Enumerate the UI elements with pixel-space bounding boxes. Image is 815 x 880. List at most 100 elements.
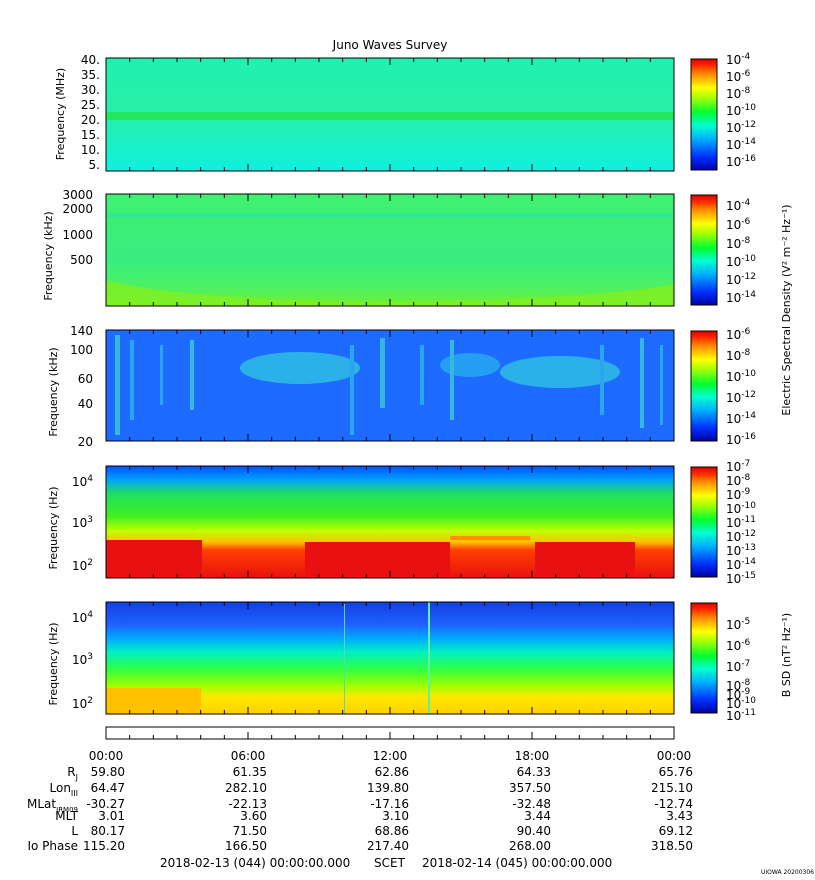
- footer-tag: UIOWA 20200306: [761, 869, 814, 876]
- ephemeris-label: MLT: [55, 809, 78, 823]
- colorbar-label-electric: Electric Spectral Density (V² m⁻² Hz⁻¹): [780, 204, 793, 415]
- colorbar-tick: 10-10: [726, 254, 756, 269]
- panel-1: Frequency (MHz) 40. 35. 30. 25. 20. 15. …: [54, 52, 756, 172]
- panel-1-xticks: [105, 58, 675, 171]
- ephemeris-value: 139.80: [367, 781, 409, 795]
- ephemeris-value: -22.13: [228, 797, 267, 811]
- ephemeris-value: 166.50: [225, 839, 267, 853]
- panel-3-ylabel: Frequency (kHz): [47, 347, 60, 436]
- panel-1-yticks: 40. 35. 30. 25. 20. 15. 10. 5.: [81, 53, 100, 172]
- colorbar-tick: 10-10: [726, 369, 756, 384]
- panel-4-mid-block: [450, 536, 530, 540]
- panel-4-high-intensity-block: [535, 542, 635, 576]
- panel-3-colorbar: [690, 330, 718, 442]
- panel-1-colorbar: [690, 58, 718, 171]
- time-label: 00:00: [89, 749, 124, 763]
- time-label: 00:00: [657, 749, 692, 763]
- panel-5-colorbar-ticks: 10-5 10-6 10-7 10-8 10-9 10-10 10-11: [726, 617, 756, 723]
- ephemeris-label: Io Phase: [27, 839, 78, 853]
- colorbar-tick: 10-11: [726, 708, 756, 723]
- panel-2-yticks: 3000 2000 1000 500: [62, 188, 93, 267]
- colorbar-tick: 10-6: [726, 69, 751, 84]
- panel-2-spectrogram: [106, 194, 674, 306]
- ephemeris-value: 3.01: [98, 809, 125, 823]
- panel-3-ytick: 140: [70, 324, 93, 338]
- time-axis-ticks: [105, 732, 675, 739]
- panel-2-xticks: [105, 194, 675, 306]
- panel-1-ytick: 20.: [81, 113, 100, 127]
- panel-4-xticks: [105, 466, 675, 578]
- panel-1-ytick: 15.: [81, 128, 100, 142]
- ephemeris-value: 217.40: [367, 839, 409, 853]
- colorbar-tick: 10-12: [726, 272, 756, 287]
- ephemeris-value: 3.10: [382, 809, 409, 823]
- colorbar-tick: 10-8: [726, 236, 751, 251]
- ephemeris-value: 357.50: [509, 781, 551, 795]
- ephemeris-label: RJ: [67, 765, 78, 782]
- colorbar-tick: 10-4: [726, 52, 751, 67]
- ephemeris-value: -17.16: [370, 797, 409, 811]
- ephemeris-label: LonIII: [50, 781, 79, 798]
- panel-2-colorbar: [690, 194, 718, 306]
- ephemeris-value: 64.33: [517, 765, 551, 779]
- colorbar-tick: 10-5: [726, 617, 750, 632]
- ephemeris-value: -30.27: [86, 797, 125, 811]
- panel-1-ytick: 25.: [81, 98, 100, 112]
- footer: 2018-02-13 (044) 00:00:00.000 SCET 2018-…: [160, 856, 814, 876]
- time-label: 06:00: [231, 749, 266, 763]
- panel-3-yticks: 140 100 60 40 20: [70, 324, 93, 449]
- panel-4-colorbar: [690, 466, 718, 578]
- ephemeris-value: 59.80: [91, 765, 125, 779]
- ephemeris-value: 64.47: [91, 781, 125, 795]
- panel-4-ytick: 103: [72, 515, 93, 530]
- ephemeris-value: 3.43: [666, 809, 693, 823]
- panel-1-ytick: 35.: [81, 68, 100, 82]
- panel-3-ytick: 100: [70, 343, 93, 357]
- ephemeris-value: 68.86: [375, 824, 409, 838]
- panel-5-xticks: [105, 602, 675, 714]
- colorbar-tick: 10-14: [726, 290, 756, 305]
- chart-title: Juno Waves Survey: [332, 38, 448, 52]
- panel-4: Frequency (Hz) 104 103 102 10-7 10-8 10-…: [47, 459, 756, 586]
- panel-3-emission-features: [115, 335, 663, 435]
- colorbar-tick: 10-6: [726, 217, 751, 232]
- panel-2-ytick: 500: [70, 253, 93, 267]
- panel-5-colorbar: [690, 602, 718, 714]
- panel-1-ytick: 40.: [81, 53, 100, 67]
- ephemeris-label: MLatJRM09: [27, 797, 78, 814]
- panel-5-yticks: 104 103 102: [72, 610, 93, 711]
- colorbar-tick: 10-10: [726, 103, 756, 118]
- colorbar-tick: 10-16: [726, 432, 756, 447]
- panel-1-ytick: 10.: [81, 143, 100, 157]
- panel-3-ytick: 60: [78, 372, 93, 386]
- ephemeris-value: -12.74: [654, 797, 693, 811]
- ephemeris-value: 318.50: [651, 839, 693, 853]
- ephemeris-value: 65.76: [659, 765, 693, 779]
- time-label: 12:00: [373, 749, 408, 763]
- panel-3-xticks: [105, 330, 675, 441]
- ephemeris-value: 3.60: [240, 809, 267, 823]
- ephemeris-value: 71.50: [233, 824, 267, 838]
- ephemeris-value: 61.35: [233, 765, 267, 779]
- ephemeris-value: 69.12: [659, 824, 693, 838]
- ephemeris-table: RJ 59.80 61.35 62.86 64.33 65.76 LonIII …: [27, 765, 693, 853]
- panel-2-ylabel: Frequency (kHz): [42, 211, 55, 300]
- ephemeris-value: 62.86: [375, 765, 409, 779]
- ephemeris-value: 90.40: [517, 824, 551, 838]
- panel-5-high-intensity-block: [106, 688, 201, 714]
- colorbar-tick: 10-15: [726, 571, 756, 586]
- panel-2-colorbar-ticks: 10-4 10-6 10-8 10-10 10-12 10-14: [726, 198, 756, 305]
- panel-4-colorbar-ticks: 10-7 10-8 10-9 10-10 10-11 10-12 10-13 1…: [726, 459, 756, 586]
- panel-1-ylabel: Frequency (MHz): [54, 68, 67, 160]
- ephemeris-value: -32.48: [512, 797, 551, 811]
- colorbar-tick: 10-8: [726, 86, 751, 101]
- colorbar-tick: 10-14: [726, 411, 756, 426]
- panel-3: Frequency (kHz) 140 100 60 40 20 10-6 10…: [47, 204, 793, 449]
- panel-4-high-intensity-block: [305, 542, 450, 576]
- panel-5-ytick: 102: [72, 696, 93, 711]
- colorbar-tick: 10-10: [726, 501, 756, 516]
- ephemeris-label: L: [71, 824, 78, 838]
- colorbar-tick: 10-14: [726, 137, 756, 152]
- panel-1-colorbar-ticks: 10-4 10-6 10-8 10-10 10-12 10-14 10-16: [726, 52, 756, 169]
- panel-3-colorbar-ticks: 10-6 10-8 10-10 10-12 10-14 10-16: [726, 327, 756, 447]
